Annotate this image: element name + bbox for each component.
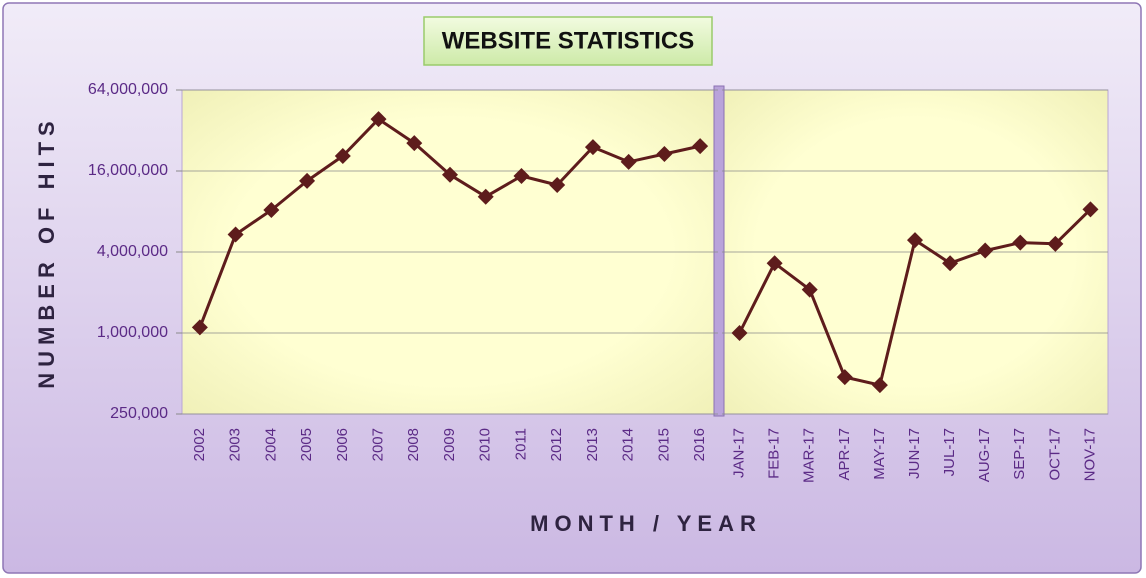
data-point (942, 255, 959, 272)
x-tick-label: 2007 (370, 428, 387, 461)
data-point (513, 167, 530, 184)
data-point (871, 377, 888, 394)
data-point (620, 153, 637, 170)
x-tick-label: 2014 (620, 428, 637, 461)
data-point (836, 369, 853, 386)
x-tick-label: 2002 (191, 428, 208, 461)
y-tick-label: 1,000,000 (97, 324, 168, 341)
panel-divider (713, 85, 725, 417)
x-tick-label: JAN-17 (731, 428, 748, 478)
data-point (477, 188, 494, 205)
data-point (692, 138, 709, 155)
data-point (584, 139, 601, 156)
x-tick-label: 2003 (227, 428, 244, 461)
y-tick-label: 4,000,000 (97, 243, 168, 260)
data-point (1047, 235, 1064, 252)
data-point (1082, 201, 1099, 218)
data-point (406, 135, 423, 152)
data-point (656, 146, 673, 163)
data-point (191, 319, 208, 336)
x-tick-label: 2012 (548, 428, 565, 461)
y-tick-label: 64,000,000 (88, 81, 168, 98)
chart-title: WEBSITE STATISTICS (442, 27, 694, 54)
x-tick-label: MAY-17 (871, 428, 888, 480)
x-tick-label: APR-17 (836, 428, 853, 481)
x-tick-label: FEB-17 (766, 428, 783, 479)
data-point (370, 111, 387, 128)
x-tick-label: 2010 (477, 428, 494, 461)
data-point (334, 147, 351, 164)
x-tick-label: SEP-17 (1011, 428, 1028, 480)
x-tick-label: 2005 (298, 428, 315, 461)
data-point (731, 325, 748, 341)
x-tick-label: AUG-17 (976, 428, 993, 482)
x-tick-label: 2009 (441, 428, 458, 461)
data-point (263, 202, 280, 219)
x-tick-label: OCT-17 (1046, 428, 1063, 481)
x-tick-label: 2011 (512, 428, 529, 460)
data-point (227, 226, 244, 243)
data-point (549, 176, 566, 193)
data-point (299, 172, 316, 189)
x-tick-label: JUN-17 (906, 428, 923, 479)
x-tick-label: 2013 (584, 428, 601, 461)
x-tick-label: MAR-17 (801, 428, 818, 483)
data-point (907, 232, 923, 249)
title-box (423, 16, 713, 66)
y-tick-label: 16,000,000 (88, 162, 168, 179)
x-axis-label: MONTH / YEAR (530, 511, 762, 536)
data-point (801, 281, 818, 298)
data-point (766, 255, 783, 272)
x-tick-label: 2016 (691, 428, 708, 461)
y-axis-label: NUMBER OF HITS (34, 115, 59, 388)
data-point (977, 242, 994, 259)
y-tick-label: 250,000 (110, 405, 168, 422)
x-tick-label: 2004 (262, 428, 279, 461)
x-tick-label: 2008 (405, 428, 422, 461)
data-point (442, 166, 458, 183)
data-point (1012, 234, 1029, 251)
x-tick-label: JUL-17 (941, 428, 958, 476)
x-tick-label: 2015 (655, 428, 672, 461)
x-tick-label: 2006 (334, 428, 351, 461)
x-tick-label: NOV-17 (1081, 428, 1098, 481)
